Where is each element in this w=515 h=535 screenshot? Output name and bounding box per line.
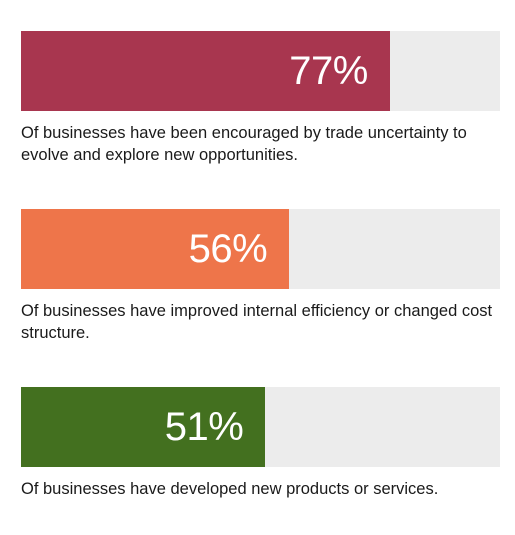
bar-value-label: 56% xyxy=(188,227,268,271)
stat-block-trade-uncertainty: 77% Of businesses have been encouraged b… xyxy=(21,31,500,166)
bar-track: 77% xyxy=(21,31,500,111)
bar-track: 51% xyxy=(21,387,500,467)
stat-block-internal-efficiency: 56% Of businesses have improved internal… xyxy=(21,209,500,344)
stat-block-new-products: 51% Of businesses have developed new pro… xyxy=(21,387,500,500)
bar-fill: 56% xyxy=(21,209,290,289)
bar-caption: Of businesses have been encouraged by tr… xyxy=(21,124,467,164)
bar-value-label: 77% xyxy=(289,49,368,93)
bar-value-label: 51% xyxy=(164,405,244,449)
bar-caption: Of businesses have developed new product… xyxy=(21,480,439,498)
bar-caption: Of businesses have improved internal eff… xyxy=(21,302,493,342)
bar-fill: 77% xyxy=(21,31,390,111)
bar-fill: 51% xyxy=(21,387,266,467)
bar-track: 56% xyxy=(21,209,500,289)
